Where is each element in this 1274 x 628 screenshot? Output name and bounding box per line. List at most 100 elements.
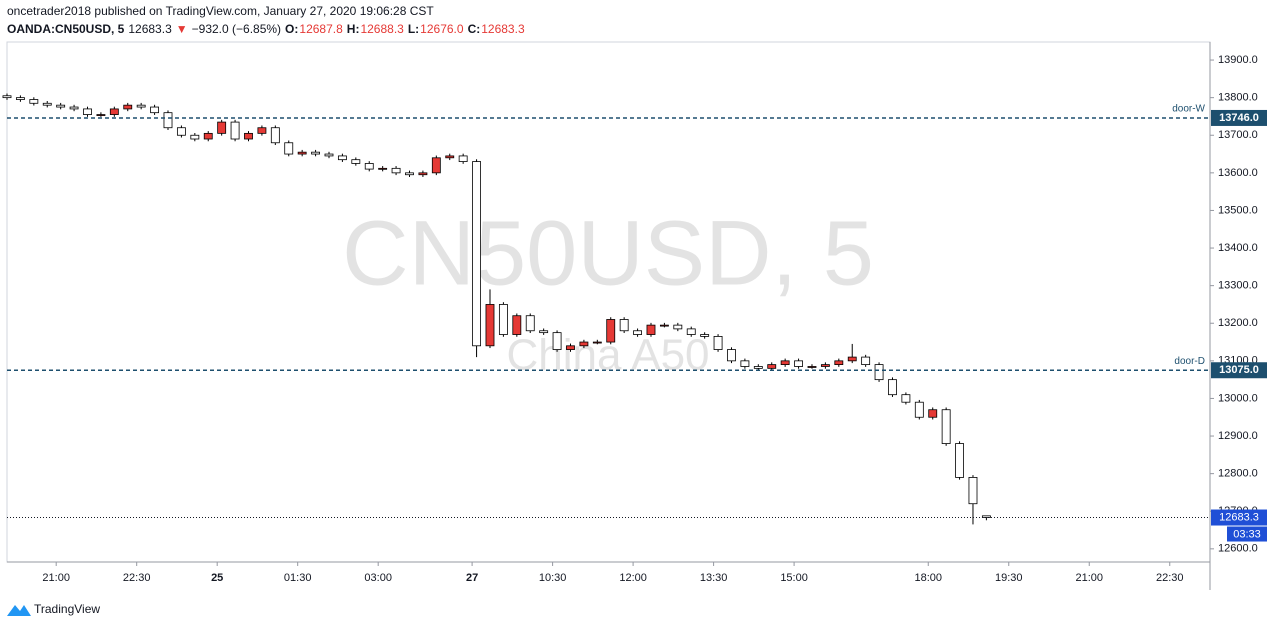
candle-body bbox=[579, 341, 589, 347]
candle-body bbox=[727, 349, 736, 362]
candle-body bbox=[29, 99, 39, 104]
candle-body bbox=[633, 330, 642, 335]
level-name: door-W bbox=[1172, 104, 1205, 115]
candle-body bbox=[244, 132, 253, 140]
candle-body bbox=[83, 108, 92, 115]
logo-icon bbox=[7, 605, 31, 616]
candle-body bbox=[136, 104, 146, 108]
candle-body bbox=[284, 142, 294, 155]
candle-body bbox=[176, 127, 186, 136]
candle-body bbox=[337, 155, 347, 161]
countdown-label: 03:33 bbox=[1233, 528, 1261, 540]
x-tick-label: 13:30 bbox=[700, 572, 728, 584]
y-tick-label: 13700.0 bbox=[1218, 129, 1258, 141]
candle-body bbox=[646, 324, 656, 335]
candle-body bbox=[619, 319, 629, 332]
candle-body bbox=[861, 356, 871, 366]
ohlc-value: 12683.3 bbox=[481, 22, 525, 36]
last-price: 12683.3 bbox=[128, 22, 172, 36]
level-tag-label: 13075.0 bbox=[1219, 364, 1259, 376]
candle-body bbox=[431, 157, 441, 174]
candle-body bbox=[311, 151, 321, 155]
change-arrow: ▼ bbox=[176, 22, 188, 36]
candle-body bbox=[378, 167, 388, 170]
ohlc-key: O: bbox=[285, 22, 298, 36]
candle-body bbox=[592, 341, 602, 344]
candle-body bbox=[190, 134, 200, 140]
candle-body bbox=[445, 155, 455, 159]
symbol: OANDA:CN50USD, 5 bbox=[7, 22, 125, 36]
candle-body bbox=[740, 360, 750, 367]
candle-body bbox=[525, 315, 535, 332]
candle-body bbox=[485, 304, 495, 347]
candle-body bbox=[834, 360, 844, 366]
candle-body bbox=[700, 334, 710, 337]
x-tick-label: 10:30 bbox=[539, 572, 567, 584]
x-tick-label: 15:00 bbox=[780, 572, 808, 584]
watermark: CN50USD, 5 bbox=[342, 202, 874, 304]
ohlc-value: 12687.8 bbox=[299, 22, 343, 36]
candle-body bbox=[364, 163, 374, 170]
x-tick-label: 21:00 bbox=[42, 572, 70, 584]
candle-body bbox=[297, 151, 307, 155]
ohlc-value: 12688.3 bbox=[360, 22, 404, 36]
candle-body bbox=[673, 324, 683, 330]
candle-body bbox=[163, 112, 173, 129]
candle-body bbox=[659, 324, 669, 327]
y-tick-label: 12900.0 bbox=[1218, 430, 1258, 442]
candle-body bbox=[56, 104, 66, 108]
candle-body bbox=[901, 394, 911, 403]
y-tick-label: 13500.0 bbox=[1218, 204, 1258, 216]
ohlc-key: H: bbox=[347, 22, 360, 36]
level-tag bbox=[1211, 109, 1267, 126]
ohlc-value: 12676.0 bbox=[420, 22, 464, 36]
y-tick-label: 13400.0 bbox=[1218, 242, 1258, 254]
y-tick-label: 13800.0 bbox=[1218, 92, 1258, 104]
footer-brand: TradingView bbox=[34, 602, 100, 616]
candle-body bbox=[230, 121, 240, 140]
countdown-tag bbox=[1227, 526, 1267, 542]
candle-body bbox=[888, 379, 897, 396]
symbol-line: OANDA:CN50USD, 5 12683.3 ▼ −932.0 (−6.85%) O… bbox=[7, 22, 525, 36]
current-price-tag bbox=[1211, 509, 1267, 526]
level-name: door-D bbox=[1174, 356, 1205, 367]
x-tick-label: 25 bbox=[211, 572, 223, 584]
candle-body bbox=[391, 167, 401, 174]
candle-body bbox=[418, 172, 428, 176]
candle-body bbox=[780, 360, 790, 366]
candle-body bbox=[217, 121, 227, 134]
x-tick-label: 22:30 bbox=[123, 572, 151, 584]
candle-body bbox=[109, 108, 119, 115]
candle-body bbox=[767, 364, 777, 369]
candle-body bbox=[928, 409, 938, 418]
candle-body bbox=[150, 106, 160, 114]
y-tick-label: 13300.0 bbox=[1218, 280, 1258, 292]
candle-body bbox=[552, 332, 562, 350]
candle-body bbox=[914, 401, 924, 418]
candle-body bbox=[606, 319, 616, 343]
candle-body bbox=[794, 360, 803, 367]
candle-body bbox=[405, 172, 414, 176]
candle-body bbox=[458, 155, 468, 162]
ohlc-key: L: bbox=[408, 22, 419, 36]
candle-body bbox=[15, 97, 25, 100]
candle-body bbox=[968, 477, 978, 505]
change: −932.0 (−6.85%) bbox=[192, 22, 281, 36]
y-tick-label: 13200.0 bbox=[1218, 317, 1258, 329]
x-tick-label: 18:00 bbox=[914, 572, 942, 584]
candle-body bbox=[713, 336, 723, 350]
candle-body bbox=[203, 132, 213, 140]
candle-body bbox=[981, 515, 991, 518]
candle-body bbox=[96, 114, 106, 116]
candle-body bbox=[472, 161, 481, 347]
x-tick-label: 21:00 bbox=[1075, 572, 1103, 584]
candle-body bbox=[941, 409, 951, 444]
y-tick-label: 13900.0 bbox=[1218, 54, 1258, 66]
publisher: oncetrader2018 published on TradingView.… bbox=[7, 4, 434, 18]
candle-body bbox=[2, 95, 12, 99]
x-tick-label: 19:30 bbox=[995, 572, 1023, 584]
y-tick-label: 12600.0 bbox=[1218, 543, 1258, 555]
x-tick-label: 03:00 bbox=[364, 572, 392, 584]
